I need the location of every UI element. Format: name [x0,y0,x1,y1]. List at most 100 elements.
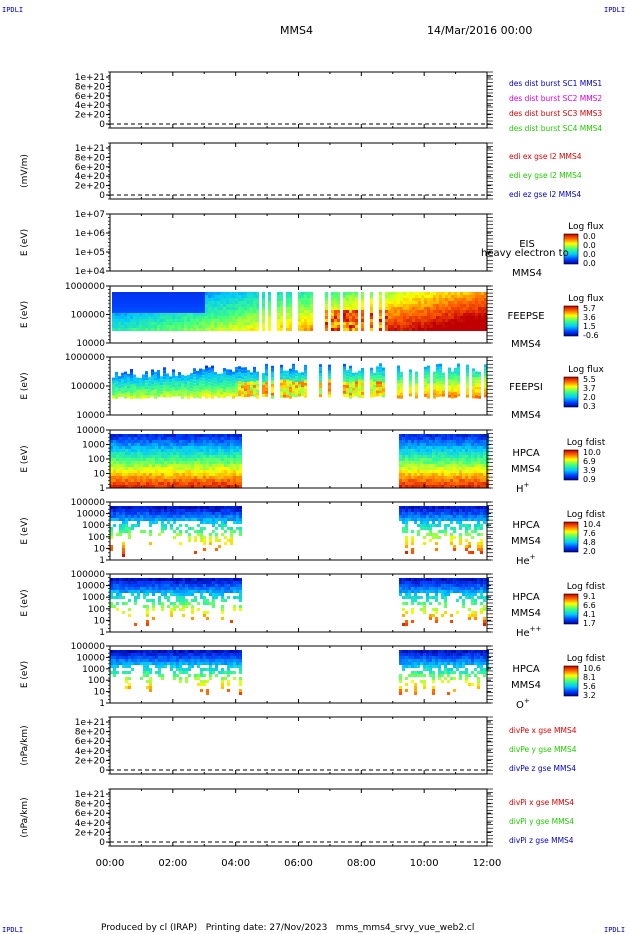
spectrogram-cell [205,371,208,375]
spectrogram-cell [214,292,217,295]
spectrogram-cell [185,467,188,470]
spectrogram-cell [462,602,466,605]
spectrogram-cell [460,316,463,319]
spectrogram-cell [136,313,139,316]
spectrogram-cell [121,313,124,316]
spectrogram-cell [151,292,154,295]
spectrogram-cell [405,461,409,464]
spectrogram-cell [453,518,457,521]
panel-feeps-i-data [112,363,487,399]
spectrogram-cell [115,374,118,378]
spectrogram-cell [212,605,215,608]
spectrogram-cell [182,512,185,515]
spectrogram-cell [460,310,463,313]
spectrogram-cell [477,476,481,479]
spectrogram-cell [136,295,139,298]
spectrogram-cell [376,369,379,373]
spectrogram-cell [179,530,182,533]
spectrogram-cell [220,319,223,322]
spectrogram-cell [218,464,221,467]
spectrogram-cell [265,393,268,397]
spectrogram-cell [280,391,283,395]
spectrogram-cell [415,377,418,381]
spectrogram-cell [158,671,161,674]
spectrogram-cell [411,581,415,584]
spectrogram-cell [379,322,382,325]
spectrogram-cell [331,292,334,295]
spectrogram-cell [173,446,176,449]
spectrogram-cell [280,379,283,383]
spectrogram-cell [232,389,235,393]
spectrogram-cell [412,325,415,328]
spectrogram-cell [462,464,466,467]
spectrogram-cell [370,370,373,374]
spectrogram-cell [450,443,454,446]
spectrogram-cell [155,671,158,674]
spectrogram-cell [328,370,331,374]
spectrogram-cell [190,322,193,325]
spectrogram-cell [229,328,232,331]
spectrogram-cell [450,512,454,515]
spectrogram-cell [433,325,436,328]
spectrogram-cell [402,455,406,458]
spectrogram-cell [471,509,475,512]
spectrogram-cell [226,301,229,304]
spectrogram-cell [125,437,128,440]
spectrogram-cell [185,458,188,461]
spectrogram-cell [178,310,181,313]
spectrogram-cell [170,611,173,614]
spectrogram-cell [444,461,448,464]
spectrogram-cell [442,322,445,325]
spectrogram-cell [206,434,209,437]
spectrogram-cell [403,310,406,313]
spectrogram-cell [411,584,415,587]
spectrogram-cell [408,518,412,521]
spectrogram-cell [432,434,436,437]
spectrogram-cell [149,656,152,659]
spectrogram-cell [385,292,388,295]
spectrogram-cell [304,325,307,328]
spectrogram-cell [218,509,221,512]
spectrogram-cell [125,449,128,452]
spectrogram-cell [176,434,179,437]
spectrogram-cell [200,536,203,539]
spectrogram-cell [167,446,170,449]
spectrogram-cell [247,372,250,376]
spectrogram-cell [481,310,484,313]
spectrogram-cell [118,328,121,331]
spectrogram-cell [459,533,463,536]
spectrogram-cell [414,458,418,461]
spectrogram-cell [421,322,424,325]
spectrogram-cell [355,316,358,319]
spectrogram-cell [179,473,182,476]
spectrogram-cell [460,313,463,316]
spectrogram-cell [215,446,218,449]
spectrogram-cell [466,325,469,328]
spectrogram-cell [310,295,313,298]
spectrogram-cell [127,292,130,295]
spectrogram-cell [188,449,191,452]
spectrogram-cell [349,371,352,375]
spectrogram-cell [402,506,406,509]
spectrogram-cell [301,375,304,379]
spectrogram-cell [429,614,433,617]
spectrogram-cell [137,596,140,599]
spectrogram-cell [400,371,403,375]
spectrogram-cell [253,384,256,388]
spectrogram-cell [122,461,125,464]
spectrogram-cell [203,578,206,581]
spectrogram-cell [435,470,439,473]
spectrogram-cell [179,680,182,683]
spectrogram-cell [426,452,430,455]
spectrogram-cell [179,656,182,659]
spectrogram-cell [484,316,487,319]
spectrogram-cell [247,298,250,301]
spectrogram-cell [399,581,403,584]
spectrogram-cell [182,470,185,473]
spectrogram-cell [193,392,196,396]
spectrogram-cell [426,521,430,524]
spectrogram-cell [439,372,442,376]
spectrogram-cell [124,392,127,396]
spectrogram-cell [405,623,409,626]
spectrogram-cell [146,473,149,476]
